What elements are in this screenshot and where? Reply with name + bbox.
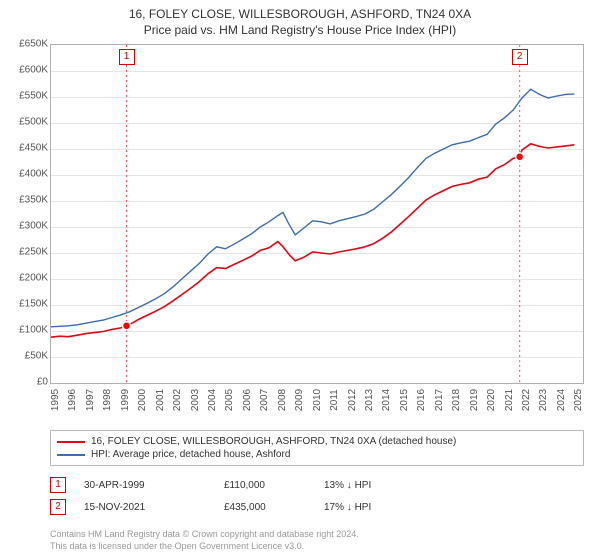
x-axis-label: 2004 [207, 389, 218, 411]
x-axis-label: 1998 [102, 389, 113, 411]
event-row-date: 15-NOV-2021 [84, 502, 224, 513]
chart-plot-area: 12 [50, 44, 584, 384]
x-axis-label: 2016 [416, 389, 427, 411]
legend-row-hpi: HPI: Average price, detached house, Ashf… [57, 448, 577, 461]
event-row-price: £110,000 [224, 480, 324, 491]
legend-label-hpi: HPI: Average price, detached house, Ashf… [91, 449, 290, 460]
chart-lines [51, 45, 583, 383]
event-marker [123, 322, 131, 330]
x-axis-label: 2009 [294, 389, 305, 411]
event-row-delta: 17% ↓ HPI [324, 502, 444, 513]
event-badge: 1 [119, 49, 135, 65]
y-axis-label: £650K [4, 39, 48, 50]
x-axis-label: 2002 [172, 389, 183, 411]
footnote-line-2: This data is licensed under the Open Gov… [50, 540, 584, 552]
event-row-badge: 2 [50, 499, 66, 515]
legend-box: 16, FOLEY CLOSE, WILLESBOROUGH, ASHFORD,… [50, 430, 584, 466]
y-axis-label: £50K [4, 351, 48, 362]
y-axis-label: £0 [4, 377, 48, 388]
y-axis-label: £500K [4, 117, 48, 128]
x-axis-label: 2017 [434, 389, 445, 411]
x-axis-label: 1997 [85, 389, 96, 411]
title-line-1: 16, FOLEY CLOSE, WILLESBOROUGH, ASHFORD,… [0, 6, 600, 22]
x-axis-label: 2015 [399, 389, 410, 411]
y-axis-label: £200K [4, 273, 48, 284]
title-line-2: Price paid vs. HM Land Registry's House … [0, 22, 600, 38]
x-axis-label: 2022 [521, 389, 532, 411]
x-axis-label: 1995 [50, 389, 61, 411]
x-axis-label: 2025 [573, 389, 584, 411]
legend-area: 16, FOLEY CLOSE, WILLESBOROUGH, ASHFORD,… [50, 430, 584, 552]
y-axis-label: £600K [4, 65, 48, 76]
x-axis-label: 1999 [120, 389, 131, 411]
x-axis-label: 2001 [155, 389, 166, 411]
y-axis-label: £550K [4, 91, 48, 102]
legend-swatch-hpi [57, 454, 85, 456]
legend-swatch-property [57, 441, 85, 443]
x-axis-label: 2008 [277, 389, 288, 411]
x-axis-label: 2007 [259, 389, 270, 411]
event-row: 2 15-NOV-2021£435,00017% ↓ HPI [50, 496, 584, 518]
x-axis-label: 2006 [242, 389, 253, 411]
x-axis-label: 2021 [504, 389, 515, 411]
footnote-line-1: Contains HM Land Registry data © Crown c… [50, 528, 584, 540]
x-axis-label: 2011 [329, 389, 340, 411]
event-marker [516, 153, 524, 161]
x-axis-label: 2012 [347, 389, 358, 411]
event-row-delta: 13% ↓ HPI [324, 480, 444, 491]
series-property [51, 144, 574, 337]
legend-label-property: 16, FOLEY CLOSE, WILLESBOROUGH, ASHFORD,… [91, 436, 456, 447]
x-axis-label: 2019 [469, 389, 480, 411]
footnote: Contains HM Land Registry data © Crown c… [50, 528, 584, 552]
y-axis-label: £400K [4, 169, 48, 180]
event-row: 1 30-APR-1999£110,00013% ↓ HPI [50, 474, 584, 496]
y-axis-label: £350K [4, 195, 48, 206]
x-axis-label: 2023 [538, 389, 549, 411]
x-axis-label: 2005 [224, 389, 235, 411]
y-axis-label: £150K [4, 299, 48, 310]
y-axis-label: £450K [4, 143, 48, 154]
x-axis-label: 2013 [364, 389, 375, 411]
event-row-badge: 1 [50, 477, 66, 493]
event-row-date: 30-APR-1999 [84, 480, 224, 491]
y-axis-label: £250K [4, 247, 48, 258]
x-axis-label: 2003 [190, 389, 201, 411]
x-axis-label: 2010 [312, 389, 323, 411]
x-axis-label: 1996 [67, 389, 78, 411]
chart-title: 16, FOLEY CLOSE, WILLESBOROUGH, ASHFORD,… [0, 0, 600, 38]
series-hpi [51, 89, 574, 327]
event-badge: 2 [512, 49, 528, 65]
x-axis-label: 2020 [486, 389, 497, 411]
x-axis-label: 2024 [556, 389, 567, 411]
event-row-price: £435,000 [224, 502, 324, 513]
x-axis-label: 2000 [137, 389, 148, 411]
y-axis-label: £100K [4, 325, 48, 336]
x-axis-label: 2018 [451, 389, 462, 411]
event-table: 1 30-APR-1999£110,00013% ↓ HPI 2 15-NOV-202… [50, 474, 584, 518]
y-axis-label: £300K [4, 221, 48, 232]
x-axis-label: 2014 [381, 389, 392, 411]
legend-row-property: 16, FOLEY CLOSE, WILLESBOROUGH, ASHFORD,… [57, 435, 577, 448]
